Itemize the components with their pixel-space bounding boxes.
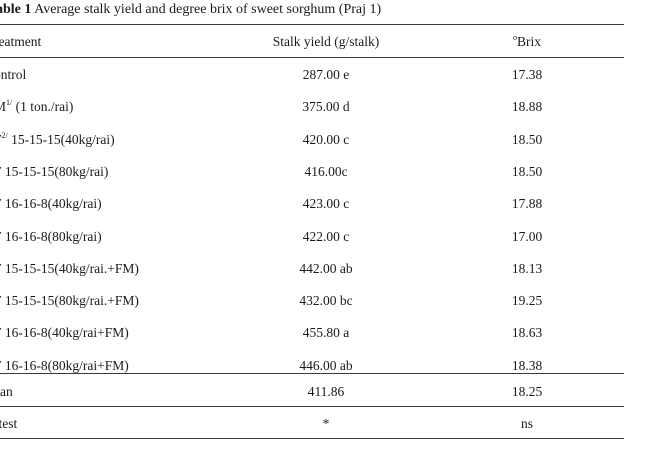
table-row: F2/ 15-15-15(40kg/rai) 420.00 c 18.50 bbox=[0, 130, 624, 152]
brix-label: Brix bbox=[516, 34, 542, 49]
brix-cell: 17.00 bbox=[511, 228, 543, 244]
treatment-text: M bbox=[0, 99, 7, 115]
brix-cell: 18.50 bbox=[511, 131, 543, 147]
table-row: F 16-16-8(40kg/rai) 423.00 c 17.88 bbox=[0, 196, 624, 216]
bottom-rule bbox=[0, 438, 624, 439]
mean-yield: 411.86 bbox=[307, 384, 345, 399]
brix-cell: 17.88 bbox=[511, 196, 543, 212]
stalk-yield-cell: 287.00 e bbox=[302, 67, 350, 82]
treatment-text: F bbox=[0, 132, 2, 147]
ftest-rule bbox=[0, 406, 624, 407]
mean-row: ean 411.86 18.25 bbox=[0, 384, 624, 404]
treatment-text: F 15-15-15(80kg/rai) bbox=[0, 163, 109, 179]
treatment-cell: F 16-16-8(40kg/rai) bbox=[0, 196, 102, 212]
stalk-yield-cell: 416.00c bbox=[304, 163, 348, 179]
stalk-yield-cell: 420.00 c bbox=[302, 131, 350, 147]
table-row: F 16-16-8(80kg/rai) 422.00 c 17.00 bbox=[0, 229, 624, 249]
stalk-yield-cell: 442.00 ab bbox=[299, 260, 353, 276]
treatment-cell: ontrol bbox=[0, 67, 26, 83]
treatment-text: F 15-15-15(80kg/rai.+FM) bbox=[0, 293, 139, 309]
treatment-text: F 16-16-8(80kg/rai) bbox=[0, 228, 102, 244]
brix-cell: 18.38 bbox=[511, 357, 543, 373]
table-row: M1/ (1 ton./rai) 375.00 d 18.88 bbox=[0, 99, 624, 119]
table-row: F 16-16-8(40kg/rai+FM) 455.80 a 18.63 bbox=[0, 325, 624, 345]
treatment-text: F 16-16-8(80kg/rai+FM) bbox=[0, 357, 129, 373]
header-treatment: reatment bbox=[0, 34, 42, 49]
treatment-cell: F 16-16-8(80kg/rai) bbox=[0, 229, 102, 245]
treatment-text: F 16-16-8(40kg/rai) bbox=[0, 196, 102, 212]
table-label: able 1 bbox=[0, 2, 32, 17]
treatment-cell: F 16-16-8(80kg/rai+FM) bbox=[0, 358, 129, 374]
table-title: Average stalk yield and degree brix of s… bbox=[31, 2, 382, 17]
stalk-yield-cell: 455.80 a bbox=[302, 325, 350, 341]
ftest-brix: ns bbox=[520, 416, 534, 431]
table-caption: able 1 Average stalk yield and degree br… bbox=[0, 2, 381, 18]
mean-rule bbox=[0, 373, 624, 374]
degree-sup: o bbox=[512, 33, 517, 42]
header-rule bbox=[0, 57, 624, 58]
brix-cell: 19.25 bbox=[511, 293, 543, 309]
ftest-label: -test bbox=[0, 416, 18, 431]
treatment-cell: F 15-15-15(40kg/rai.+FM) bbox=[0, 261, 139, 277]
header-stalk-yield: Stalk yield (g/stalk) bbox=[272, 34, 380, 49]
treatment-text: F 15-15-15(40kg/rai.+FM) bbox=[0, 260, 139, 276]
header-brix: oBrix bbox=[513, 34, 541, 50]
brix-cell: 18.88 bbox=[511, 99, 543, 115]
stalk-yield-cell: 446.00 ab bbox=[299, 357, 353, 373]
table-row: ontrol 287.00 e 17.38 bbox=[0, 67, 624, 87]
treatment-cell: F 16-16-8(40kg/rai+FM) bbox=[0, 325, 129, 341]
treatment-cell: F 15-15-15(80kg/rai) bbox=[0, 164, 108, 180]
treatment-text: ontrol bbox=[0, 67, 27, 82]
header-row: reatment Stalk yield (g/stalk) oBrix bbox=[0, 34, 624, 54]
brix-cell: 17.38 bbox=[511, 67, 543, 82]
stalk-yield-cell: 423.00 c bbox=[302, 196, 350, 212]
table-row: F 15-15-15(80kg/rai.+FM) 432.00 bc 19.25 bbox=[0, 293, 624, 313]
treatment-text-cont: 15-15-15(40kg/rai) bbox=[7, 131, 115, 147]
treatment-cell: F2/ 15-15-15(40kg/rai) bbox=[0, 130, 115, 148]
table-row: F 15-15-15(40kg/rai.+FM) 442.00 ab 18.13 bbox=[0, 261, 624, 281]
stalk-yield-cell: 375.00 d bbox=[302, 99, 350, 115]
brix-cell: 18.13 bbox=[511, 260, 543, 276]
treatment-cell: F 15-15-15(80kg/rai.+FM) bbox=[0, 293, 139, 309]
brix-cell: 18.63 bbox=[511, 325, 543, 341]
mean-brix: 18.25 bbox=[511, 384, 543, 399]
treatment-text: F 16-16-8(40kg/rai+FM) bbox=[0, 325, 129, 341]
mean-label: ean bbox=[0, 384, 13, 399]
ftest-yield: * bbox=[322, 416, 330, 431]
ftest-row: -test * ns bbox=[0, 416, 624, 436]
table-row: F 16-16-8(80kg/rai+FM) 446.00 ab 18.38 bbox=[0, 358, 624, 378]
stalk-yield-cell: 422.00 c bbox=[302, 228, 350, 244]
brix-cell: 18.50 bbox=[511, 163, 543, 179]
stalk-yield-cell: 432.00 bc bbox=[299, 293, 353, 309]
footnote-marker: 1/ bbox=[6, 98, 13, 108]
treatment-cell: M1/ (1 ton./rai) bbox=[0, 99, 73, 115]
footnote-marker: 2/ bbox=[1, 130, 8, 140]
table-row: F 15-15-15(80kg/rai) 416.00c 18.50 bbox=[0, 164, 624, 184]
top-rule bbox=[0, 24, 624, 25]
treatment-text-cont: (1 ton./rai) bbox=[12, 99, 74, 115]
